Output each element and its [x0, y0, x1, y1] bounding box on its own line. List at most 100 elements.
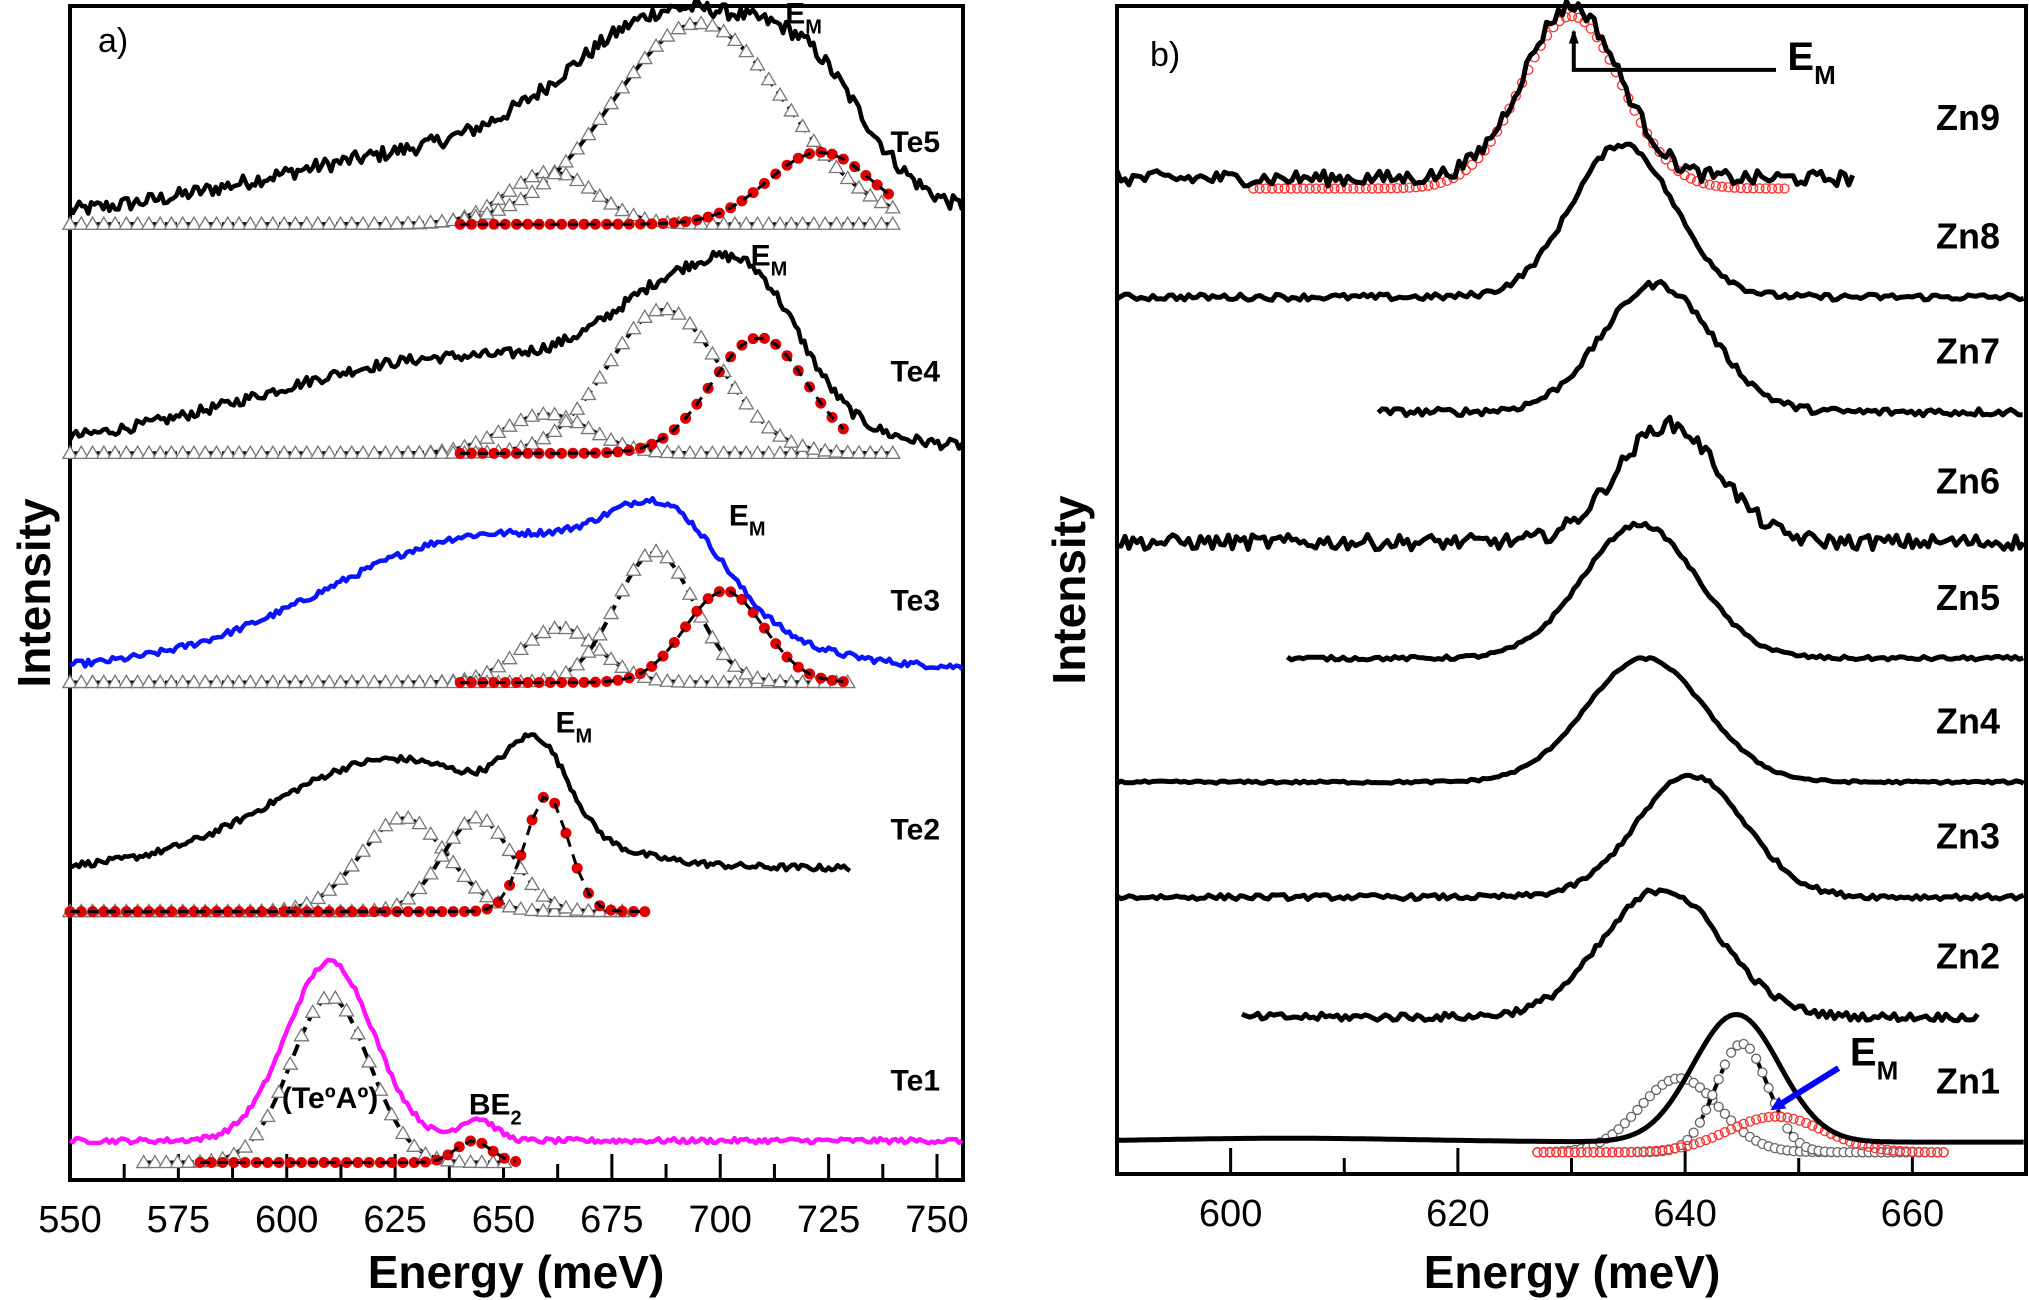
fit-point	[169, 1154, 186, 1169]
panel-b-trace-labels: Zn9 EM Zn8 Zn7 Zn6 Zn5 Zn4 Zn3 Zn2 Zn1 EM	[1568, 29, 2000, 1111]
fit-point	[535, 175, 552, 190]
fit-point	[557, 153, 575, 168]
fit-point	[1466, 159, 1478, 170]
fit-point	[388, 674, 405, 689]
fit-point	[372, 1081, 389, 1096]
fit-point	[1757, 1067, 1768, 1078]
fit-point	[451, 1153, 468, 1168]
fit-point	[411, 880, 428, 895]
fit-point	[1757, 1112, 1768, 1124]
fit-point	[749, 669, 766, 684]
x-tick-label: 750	[905, 1199, 968, 1241]
fit-point	[569, 656, 586, 671]
em-pointer-arrowhead	[1568, 29, 1579, 44]
fit-point	[738, 215, 755, 230]
fit-point	[354, 215, 372, 230]
fit-point	[312, 906, 324, 918]
fit-point	[1663, 1144, 1674, 1155]
fit-point	[546, 895, 563, 910]
spectrum-Zn4	[1115, 655, 2025, 786]
fit-point	[580, 420, 597, 435]
fit-point	[1279, 183, 1290, 194]
fit-point	[411, 674, 428, 689]
fit-point	[1744, 1116, 1756, 1127]
fit-point	[1700, 1104, 1712, 1115]
fit-point	[488, 218, 500, 230]
fit-point	[578, 218, 590, 230]
fit-point	[332, 870, 349, 885]
fit-point	[242, 674, 259, 689]
fit-point	[1588, 1147, 1599, 1158]
fit-point	[399, 809, 417, 824]
fit-point	[377, 817, 394, 832]
fit-point	[1723, 182, 1734, 193]
fit-point	[646, 218, 658, 230]
fit-point	[152, 445, 169, 459]
fit-point	[1750, 1114, 1762, 1125]
fit-point	[625, 64, 642, 79]
fit-Te4-2	[454, 332, 849, 459]
fit-point	[1613, 1146, 1624, 1158]
fit-point	[1760, 183, 1771, 194]
x-tick-label: 725	[797, 1199, 860, 1241]
fit-point	[1875, 1143, 1887, 1155]
fit-point	[1435, 177, 1446, 189]
fit-point	[411, 214, 428, 229]
fit-point	[1632, 1146, 1643, 1157]
fit-point	[1688, 1127, 1699, 1138]
fit-point	[95, 445, 112, 459]
fit-point	[1719, 1127, 1731, 1138]
fit-point	[647, 302, 665, 317]
fit-point	[578, 447, 590, 459]
fit-point	[1644, 1090, 1656, 1102]
fit-point	[758, 332, 770, 344]
fit-point	[163, 215, 180, 230]
fit-point	[1694, 1137, 1706, 1148]
fit-point	[614, 335, 631, 350]
x-tick-label: 625	[363, 1199, 426, 1241]
fit-point	[1769, 1111, 1781, 1122]
fit-point	[614, 582, 631, 597]
fit-point	[1794, 1115, 1806, 1126]
fit-point	[411, 445, 428, 459]
x-tick-label: 550	[38, 1199, 101, 1241]
fit-point	[61, 215, 79, 230]
fit-point	[612, 218, 624, 230]
fit-point	[1800, 1117, 1812, 1129]
fit-point	[771, 445, 789, 459]
panel-a-spectra	[68, 0, 965, 1146]
annotation-em: EM	[1850, 1030, 1898, 1085]
fit-point	[715, 674, 732, 689]
fit-point	[1882, 1144, 1893, 1156]
fit-point	[118, 445, 135, 459]
fit-point	[556, 447, 568, 459]
fit-point	[321, 445, 338, 459]
fit-point	[535, 405, 552, 420]
spectrum-Te4	[68, 249, 965, 452]
spectrum-Zn6	[1117, 414, 2026, 553]
spectrum-Te3	[69, 496, 964, 671]
fit-point	[366, 674, 383, 689]
fit-point	[388, 810, 405, 825]
fit-point	[1329, 183, 1340, 194]
fit-point	[639, 906, 651, 918]
fit-point	[208, 215, 225, 230]
fit-point	[262, 1157, 274, 1169]
annotation-be2: BE2	[469, 1089, 522, 1130]
fit-point	[146, 1154, 164, 1169]
fit-point	[783, 433, 800, 448]
fit-point	[557, 899, 575, 914]
fit-point	[84, 674, 101, 689]
fit-point	[388, 215, 405, 230]
fit-point	[512, 641, 529, 656]
fit-point	[399, 890, 417, 905]
fit-point	[321, 674, 338, 689]
fit-point	[1341, 183, 1353, 194]
fit-point	[343, 445, 360, 459]
fit-point	[1651, 1145, 1662, 1156]
fit-point	[1938, 1147, 1949, 1158]
fit-point	[360, 1053, 378, 1068]
fit-point	[490, 658, 507, 673]
panel-a-frame	[68, 4, 965, 1182]
fit-point	[522, 447, 534, 459]
